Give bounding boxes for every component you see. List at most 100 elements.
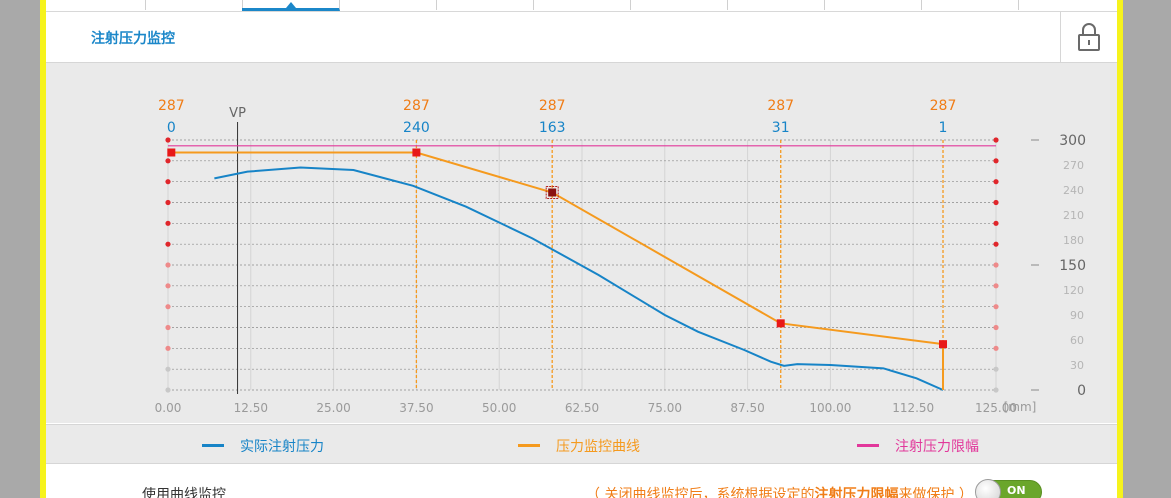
- tab-9[interactable]: [824, 0, 922, 10]
- left-rail-dot: [165, 137, 171, 143]
- y-minor-tick-label: 30: [1070, 359, 1084, 372]
- left-rail-dot: [165, 241, 171, 247]
- y-minor-tick-label: 180: [1063, 234, 1084, 247]
- legend-label-limit: 注射压力限幅: [895, 439, 979, 455]
- curve-handle: [939, 340, 948, 349]
- left-rail-dot: [165, 199, 171, 206]
- marker-position-label: 163: [539, 120, 566, 136]
- panel-header: 注射压力监控: [46, 12, 1117, 63]
- tab-active[interactable]: [242, 0, 340, 11]
- right-rail-dot: [993, 220, 999, 226]
- x-tick-label: 25.00: [316, 401, 350, 415]
- y-minor-tick-label: 60: [1070, 334, 1084, 347]
- right-rail-dot: [993, 366, 999, 372]
- marker-position-label: 31: [772, 120, 790, 136]
- tab-2[interactable]: [145, 0, 243, 10]
- legend-label-actual: 实际注射压力: [240, 439, 324, 455]
- left-rail-dot: [165, 304, 171, 310]
- x-tick-label: 87.50: [730, 401, 764, 415]
- marker-pressure-label: 287: [767, 98, 794, 114]
- marker-pressure-label: 287: [403, 98, 430, 114]
- right-rail-dot: [993, 345, 999, 351]
- marker-position-label: 1: [939, 120, 948, 136]
- marker-pressure-label: 287: [930, 98, 957, 114]
- left-rail-dot: [165, 262, 171, 268]
- right-rail-dot: [993, 283, 999, 289]
- right-rail-dot: [993, 324, 999, 331]
- toggle-knob[interactable]: [975, 479, 1001, 498]
- legend-swatch-actual: [202, 443, 224, 447]
- x-tick-label: 50.00: [482, 401, 516, 415]
- right-rail-dot: [993, 304, 999, 310]
- x-tick-label: 100.00: [809, 401, 851, 415]
- right-rail-dot: [993, 199, 999, 206]
- legend-swatch-monitor: [518, 443, 540, 447]
- tab-strip: [46, 0, 1117, 12]
- tab-4[interactable]: [339, 0, 437, 10]
- tab-5[interactable]: [436, 0, 534, 10]
- pressure-chart-area: 0.00 12.50 25.00 37.50 50.00 62.50 75.00 87.50 1…: [46, 63, 1117, 423]
- marker-position-label: 0: [167, 120, 176, 136]
- curve-monitor-settings: 使用曲线监控 （ 关闭曲线监控后，系统根据设定的注射压力限幅来做保护 ） ON: [46, 463, 1117, 498]
- legend-label-monitor: 压力监控曲线: [556, 439, 640, 455]
- left-rail-dot: [165, 220, 171, 226]
- left-rail-dot: [165, 345, 171, 351]
- vp-label: VP: [229, 106, 246, 121]
- x-tick-label: 125.00: [975, 401, 1017, 415]
- selected-curve-handle: [548, 188, 557, 197]
- curve-monitor-note: （ 关闭曲线监控后，系统根据设定的注射压力限幅来做保护 ）: [586, 484, 973, 498]
- legend-swatch-limit: [857, 443, 879, 447]
- tab-8[interactable]: [727, 0, 825, 10]
- y-major-tick-label: 300: [1059, 133, 1086, 149]
- left-rail-dot: [165, 179, 171, 185]
- y-minor-tick-label: 210: [1063, 209, 1084, 222]
- highlight-border-right: [1117, 0, 1123, 498]
- y-major-tick-label: 150: [1059, 258, 1086, 274]
- right-rail-dot: [993, 262, 999, 268]
- note-suffix: 来做保护 ）: [898, 487, 973, 498]
- series-line: [214, 166, 944, 391]
- note-bold: 注射压力限幅: [814, 487, 899, 498]
- curve-handle: [776, 319, 785, 328]
- legend-monitor-curve: 压力监控曲线: [518, 436, 640, 456]
- x-tick-label: 0.00: [155, 401, 182, 415]
- left-rail-dot: [165, 324, 171, 331]
- tab-7[interactable]: [630, 0, 728, 10]
- legend-pressure-limit: 注射压力限幅: [857, 436, 979, 456]
- left-rail-dot: [165, 366, 171, 372]
- y-major-tick-label: 0: [1077, 383, 1086, 399]
- pressure-monitor-panel: 注射压力监控 0.00 12.50 25.00 37.50 50.00 62.50 75.0…: [46, 0, 1117, 498]
- tab-6[interactable]: [533, 0, 631, 10]
- y-minor-tick-label: 90: [1070, 309, 1084, 322]
- x-tick-label: 37.50: [399, 401, 433, 415]
- selected-handle-frame: [545, 186, 559, 199]
- x-unit-label: [mm]: [1004, 400, 1037, 414]
- marker-pressure-label: 287: [158, 98, 185, 114]
- lock-button[interactable]: [1060, 12, 1117, 62]
- x-tick-label: 75.00: [648, 401, 682, 415]
- chart-legend: 实际注射压力 压力监控曲线 注射压力限幅: [46, 424, 1117, 463]
- lock-icon: [1078, 23, 1100, 51]
- y-minor-tick-label: 240: [1063, 184, 1084, 197]
- x-tick-label: 12.50: [234, 401, 268, 415]
- right-rail-dot: [993, 158, 999, 164]
- curve-monitor-toggle[interactable]: ON: [975, 479, 1042, 498]
- left-rail-dot: [165, 387, 171, 393]
- note-prefix: （ 关闭曲线监控后，系统根据设定的: [586, 487, 815, 498]
- curve-handle: [412, 148, 421, 157]
- series-line: [171, 151, 945, 390]
- marker-pressure-label: 287: [539, 98, 566, 114]
- y-minor-tick-label: 120: [1063, 284, 1084, 297]
- tab-10[interactable]: [921, 0, 1019, 10]
- right-rail-dot: [993, 241, 999, 247]
- marker-position-label: 240: [403, 120, 430, 136]
- tab-1[interactable]: [46, 0, 146, 10]
- right-rail-dot: [993, 387, 999, 393]
- x-tick-label: 112.50: [892, 401, 934, 415]
- active-tab-caret-icon: [285, 2, 296, 8]
- x-tick-label: 62.50: [565, 401, 599, 415]
- use-curve-monitor-label: 使用曲线监控: [142, 487, 226, 498]
- pressure-chart: 0.00 12.50 25.00 37.50 50.00 62.50 75.00 87.50 1…: [155, 98, 1086, 415]
- right-rail-dot: [993, 179, 999, 185]
